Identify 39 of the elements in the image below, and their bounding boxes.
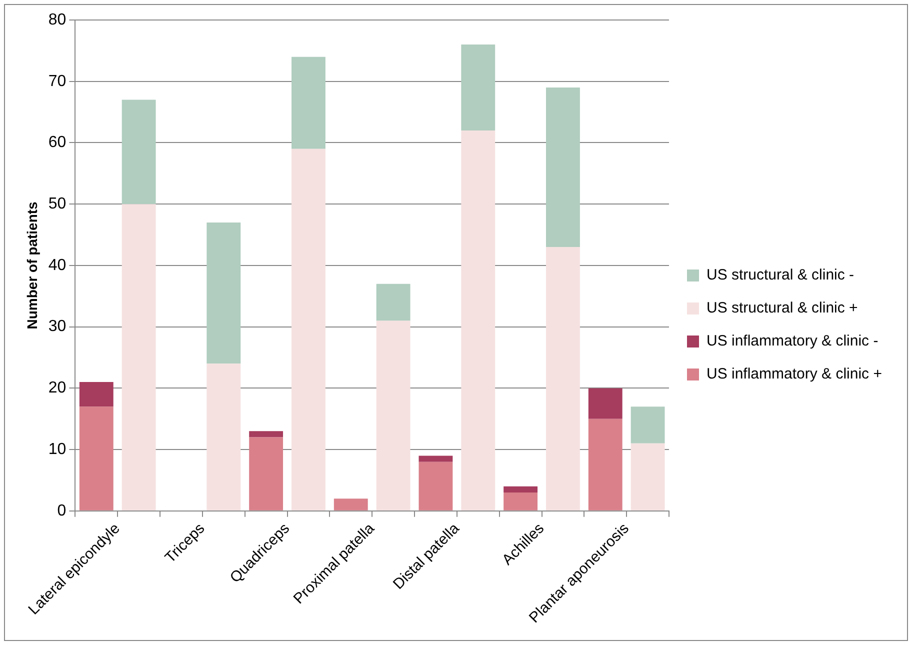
bar <box>546 88 580 248</box>
bar <box>334 498 368 510</box>
legend-label: US structural & clinic + <box>706 300 858 317</box>
bar <box>630 443 665 510</box>
y-tick-label: 40 <box>48 256 66 274</box>
bar <box>376 284 410 321</box>
bar <box>206 222 241 364</box>
bar <box>79 406 114 510</box>
bar <box>588 418 622 510</box>
bar <box>461 130 496 510</box>
bar <box>122 204 156 510</box>
bar <box>249 431 284 438</box>
bar <box>461 44 496 130</box>
bar <box>249 437 284 510</box>
bar <box>122 100 156 204</box>
bar <box>292 56 326 149</box>
bar <box>79 382 114 407</box>
bar <box>504 492 538 510</box>
bar <box>630 406 665 444</box>
legend-label: US inflammatory & clinic - <box>706 332 878 350</box>
y-tick-label: 10 <box>48 440 66 458</box>
y-tick-label: 30 <box>48 318 66 336</box>
y-tick-label: 20 <box>48 380 66 397</box>
bar <box>206 364 241 510</box>
bar <box>292 148 326 510</box>
bar <box>376 320 410 510</box>
bar <box>418 456 453 462</box>
legend-label: US structural & clinic - <box>706 266 854 284</box>
y-tick-label: 50 <box>48 196 66 213</box>
bar <box>418 462 453 510</box>
y-tick-label: 0 <box>57 502 66 520</box>
bar <box>504 486 538 493</box>
legend-label: US inflammatory & clinic + <box>706 366 882 383</box>
y-axis-title: Number of patients <box>24 201 40 330</box>
y-tick-label: 60 <box>48 134 66 152</box>
y-tick-label: 70 <box>48 72 66 90</box>
bar <box>546 247 580 510</box>
y-tick-label: 80 <box>48 11 66 28</box>
bar <box>588 388 622 419</box>
